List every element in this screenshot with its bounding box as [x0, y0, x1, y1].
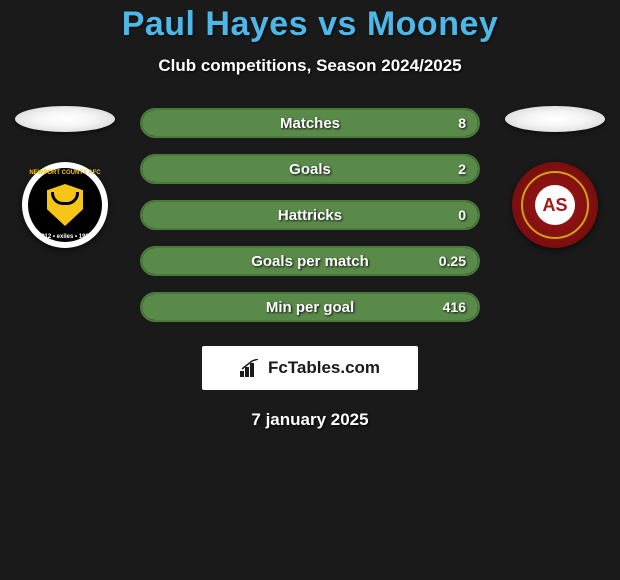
stat-label: Goals per match	[251, 253, 369, 270]
comparison-card: Paul Hayes vs Mooney Club competitions, …	[0, 0, 620, 430]
badge-left-top-text: NEWPORT COUNTY AFC	[28, 170, 102, 176]
subtitle: Club competitions, Season 2024/2025	[0, 56, 620, 76]
stat-label: Goals	[289, 161, 331, 178]
stat-label: Min per goal	[266, 299, 354, 316]
stats-list: Matches 8 Goals 2 Hattricks 0 Goals per …	[140, 106, 480, 322]
left-side: NEWPORT COUNTY AFC 1912 • exiles • 1989	[10, 106, 120, 248]
stat-row-gpm: Goals per match 0.25	[140, 246, 480, 276]
shield-icon	[47, 184, 83, 226]
footer-date: 7 january 2025	[0, 410, 620, 430]
page-title: Paul Hayes vs Mooney	[0, 5, 620, 44]
club-badge-left: NEWPORT COUNTY AFC 1912 • exiles • 1989	[22, 162, 108, 248]
stat-row-goals: Goals 2	[140, 154, 480, 184]
stat-row-matches: Matches 8	[140, 108, 480, 138]
stat-row-mpg: Min per goal 416	[140, 292, 480, 322]
stat-row-hattricks: Hattricks 0	[140, 200, 480, 230]
footer-logo[interactable]: FcTables.com	[202, 346, 418, 390]
badge-left-bottom-text: 1912 • exiles • 1989	[28, 234, 102, 240]
club-badge-right: AS	[512, 162, 598, 248]
player-avatar-left	[15, 106, 115, 132]
club-badge-left-inner: NEWPORT COUNTY AFC 1912 • exiles • 1989	[28, 168, 102, 242]
right-side: AS	[500, 106, 610, 248]
stat-value-right: 0	[458, 207, 466, 223]
footer-logo-text: FcTables.com	[268, 358, 380, 378]
stat-label: Matches	[280, 115, 340, 132]
stat-value-right: 416	[443, 299, 466, 315]
badge-right-center: AS	[535, 185, 575, 225]
club-badge-right-inner: AS	[521, 171, 589, 239]
stat-value-right: 8	[458, 115, 466, 131]
stat-value-right: 0.25	[439, 253, 466, 269]
main-row: NEWPORT COUNTY AFC 1912 • exiles • 1989 …	[0, 106, 620, 322]
stat-label: Hattricks	[278, 207, 342, 224]
stat-value-right: 2	[458, 161, 466, 177]
chart-icon	[240, 359, 262, 377]
player-avatar-right	[505, 106, 605, 132]
